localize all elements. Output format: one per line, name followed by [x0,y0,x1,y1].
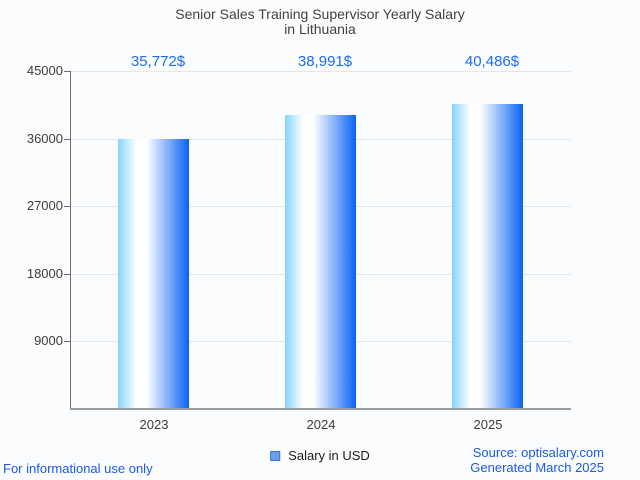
value-label-2024: 38,991$ [297,53,353,70]
y-tick-45000 [64,71,70,72]
value-label-2025: 40,486$ [464,53,520,70]
y-axis-line [70,71,71,409]
x-axis-label-2025: 2025 [473,417,503,432]
y-tick-27000 [64,206,70,207]
y-tick-18000 [64,274,70,275]
x-axis-label-2024: 2024 [306,417,336,432]
chart-title-line1: Senior Sales Training Supervisor Yearly … [175,6,465,22]
y-axis-label-18000: 18000 [26,266,63,281]
bar-2023[interactable] [118,139,189,408]
legend-swatch-icon [270,450,281,461]
legend-label: Salary in USD [288,448,370,463]
generated-text: Generated March 2025 [470,460,604,475]
y-axis-label-9000: 9000 [34,333,63,348]
gridline-45000 [70,71,571,72]
y-tick-9000 [64,341,70,342]
source-block: Source: optisalary.com Generated March 2… [470,445,604,475]
source-text: Source: optisalary.com [472,445,604,460]
chart-title-line2: in Lithuania [284,21,356,37]
bar-2024[interactable] [285,115,356,408]
y-tick-36000 [64,139,70,140]
y-axis-label-27000: 27000 [26,198,63,213]
legend: Salary in USD [270,448,370,463]
x-axis-label-2023: 2023 [139,417,169,432]
disclaimer-text: For informational use only [3,461,153,476]
y-axis-label-45000: 45000 [26,63,63,78]
x-axis-baseline [70,408,571,410]
bar-2025[interactable] [452,104,523,408]
value-label-2023: 35,772$ [130,53,186,70]
y-axis-label-36000: 36000 [26,131,63,146]
chart-title: Senior Sales Training Supervisor Yearly … [0,7,640,37]
